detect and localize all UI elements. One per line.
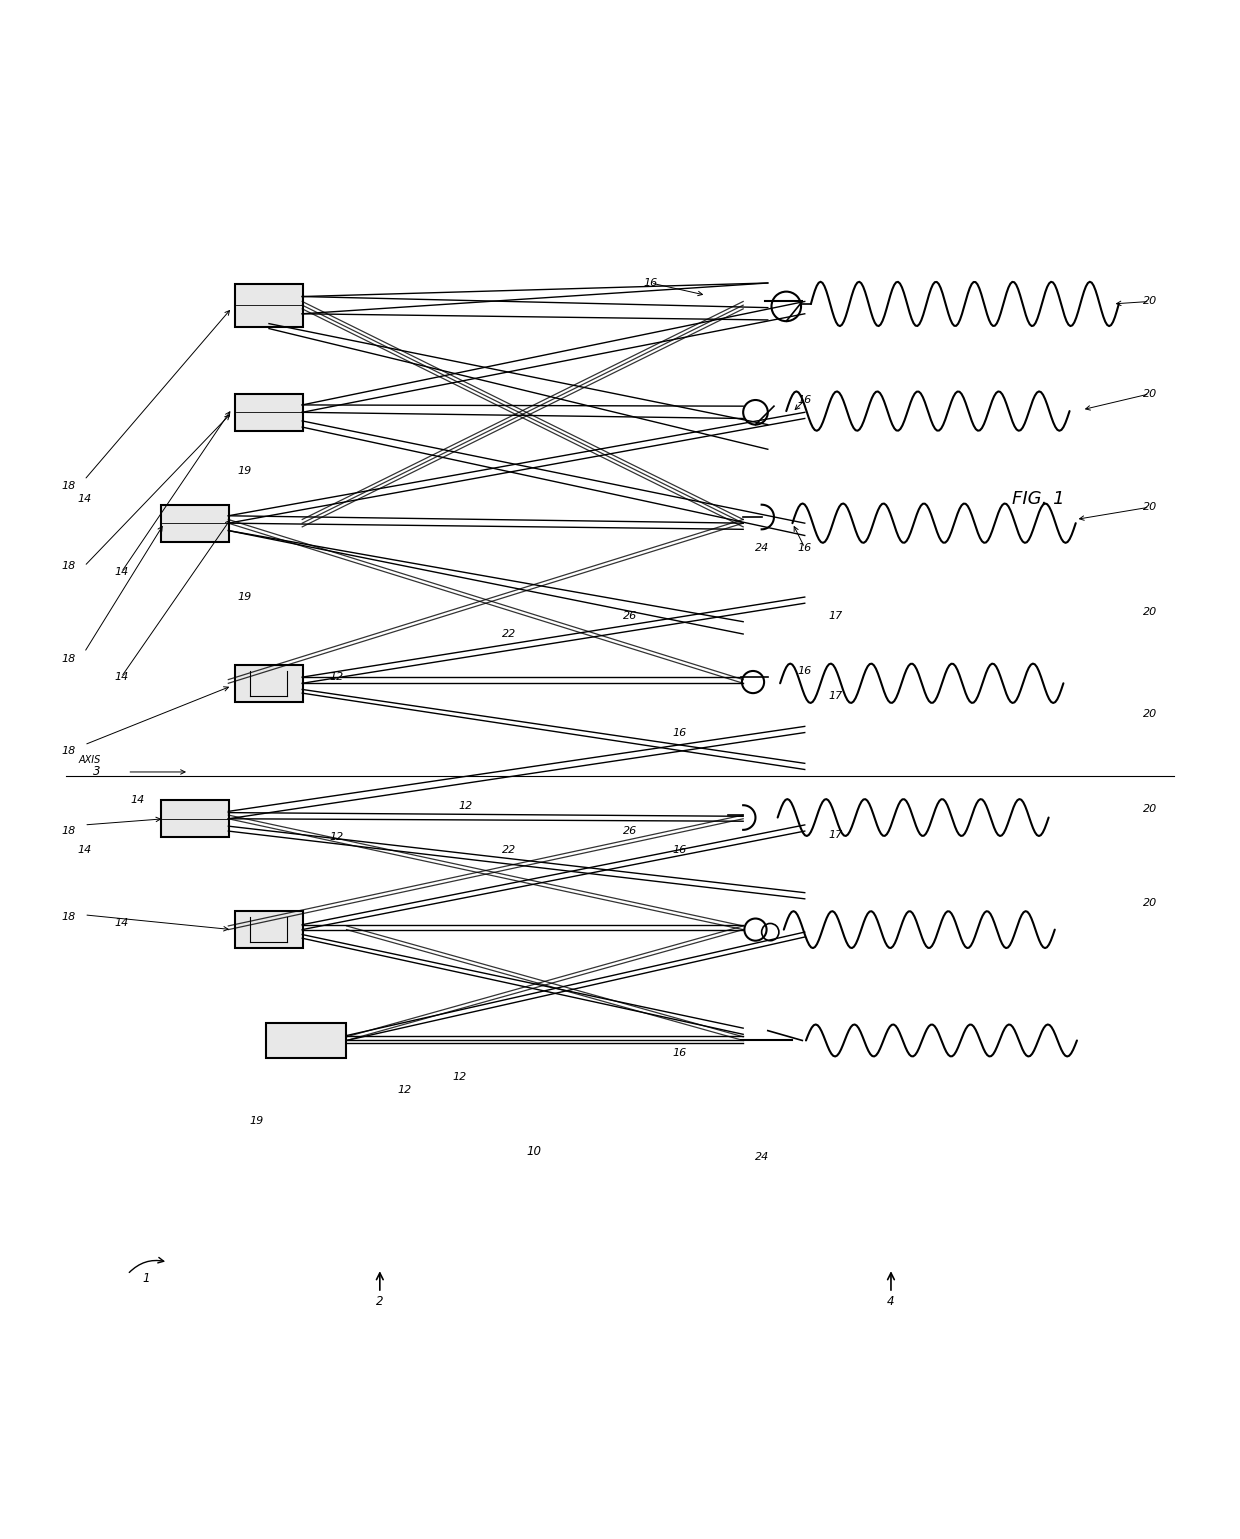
Bar (236, 394, 303, 431)
Text: 18: 18 (61, 746, 76, 756)
Text: 14: 14 (130, 796, 144, 805)
Text: 20: 20 (1142, 897, 1157, 908)
Text: FIG. 1: FIG. 1 (1012, 489, 1065, 508)
Text: 16: 16 (672, 728, 686, 737)
Text: 14: 14 (77, 494, 92, 503)
Text: 20: 20 (1142, 297, 1157, 306)
Text: AXIS: AXIS (78, 756, 100, 765)
Text: 12: 12 (330, 833, 343, 842)
Text: 17: 17 (828, 611, 843, 620)
Text: 16: 16 (644, 279, 658, 288)
Bar (236, 911, 303, 948)
Text: 16: 16 (797, 396, 812, 405)
Text: 18: 18 (61, 482, 76, 491)
Text: 24: 24 (754, 1153, 769, 1162)
Text: 20: 20 (1142, 502, 1157, 512)
Bar (161, 505, 229, 542)
Text: 17: 17 (828, 691, 843, 700)
Text: 22: 22 (502, 845, 516, 854)
Text: 26: 26 (622, 611, 637, 620)
Text: 12: 12 (453, 1073, 467, 1082)
Text: 14: 14 (114, 673, 128, 682)
Text: 14: 14 (114, 919, 128, 928)
Text: 14: 14 (114, 568, 128, 577)
Text: 20: 20 (1142, 389, 1157, 399)
Text: 19: 19 (237, 593, 252, 602)
Text: 1: 1 (143, 1271, 150, 1285)
Text: 16: 16 (797, 543, 812, 553)
Bar (161, 800, 229, 837)
Text: 4: 4 (887, 1296, 895, 1308)
Text: 17: 17 (828, 830, 843, 840)
Text: 14: 14 (77, 845, 92, 854)
Text: 16: 16 (672, 1048, 686, 1057)
Text: 18: 18 (61, 654, 76, 663)
Text: 22: 22 (502, 629, 516, 639)
Text: 26: 26 (622, 826, 637, 836)
Text: 10: 10 (526, 1145, 542, 1157)
Text: 12: 12 (397, 1085, 412, 1094)
Text: 24: 24 (754, 543, 769, 553)
Text: 20: 20 (1142, 709, 1157, 719)
Text: 2: 2 (376, 1296, 383, 1308)
Text: 20: 20 (1142, 803, 1157, 814)
Text: 16: 16 (672, 845, 686, 854)
Text: 18: 18 (61, 913, 76, 922)
Bar (236, 283, 303, 326)
Text: 20: 20 (1142, 606, 1157, 617)
Text: 19: 19 (237, 466, 252, 477)
Bar (265, 1023, 346, 1057)
Text: 3: 3 (93, 765, 100, 779)
Bar (236, 665, 303, 702)
Text: 19: 19 (249, 1116, 264, 1125)
Text: 18: 18 (61, 562, 76, 571)
Text: 18: 18 (61, 826, 76, 836)
Text: 12: 12 (330, 673, 343, 682)
Text: 12: 12 (459, 802, 474, 811)
Text: 16: 16 (797, 666, 812, 676)
